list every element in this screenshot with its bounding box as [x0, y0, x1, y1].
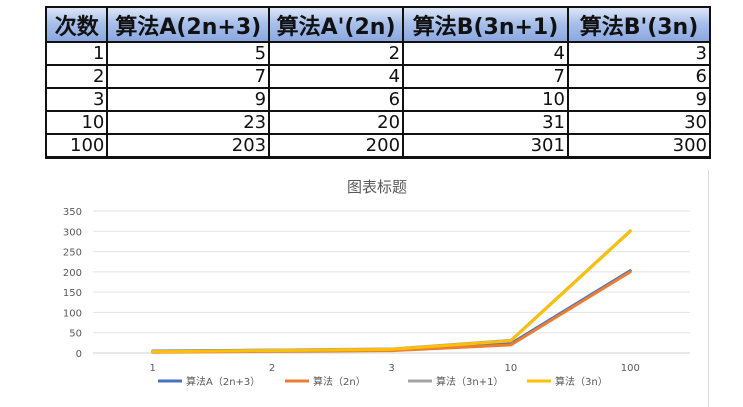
header-algo-a: 算法A(2n+3) — [106, 6, 271, 43]
table-cell: 23 — [106, 111, 271, 135]
table-row: 3 9 6 10 9 — [44, 88, 712, 112]
legend-label: 算法（3n） — [555, 375, 608, 388]
line-chart: 图表标题 0 50 100 150 200 250 300 350 1 2 3 10 100 算法A（… — [63, 178, 690, 388]
table-cell: 10 — [402, 88, 569, 112]
x-tick-label: 2 — [269, 363, 275, 374]
table-cell: 300 — [566, 134, 712, 159]
table-cell: 6 — [268, 88, 405, 112]
y-tick-label: 350 — [63, 207, 82, 218]
table-cell: 9 — [566, 88, 712, 112]
table-cell: 7 — [402, 65, 569, 89]
x-tick-label: 1 — [150, 363, 156, 374]
legend: 算法A（2n+3） 算法（2n） 算法（3n+1） 算法（3n） — [158, 375, 608, 388]
gridlines — [93, 210, 690, 354]
table-cell: 301 — [402, 134, 569, 159]
table-cell: 2 — [268, 42, 405, 66]
y-tick-label: 50 — [69, 329, 82, 340]
y-tick-label: 0 — [76, 349, 82, 360]
series-line-3 — [151, 229, 632, 353]
y-tick-label: 200 — [63, 268, 82, 279]
panel-divider — [708, 170, 709, 407]
table-row: 1 5 2 4 3 — [44, 42, 712, 66]
header-algo-b: 算法B(3n+1) — [402, 6, 569, 43]
table-row: 2 7 4 7 6 — [44, 65, 712, 89]
table-cell: 30 — [566, 111, 712, 135]
table-cell: 3 — [566, 42, 712, 66]
table-cell: 203 — [106, 134, 271, 159]
series-line-4 — [151, 229, 632, 354]
table-cell: 100 — [44, 134, 109, 159]
header-algo-b-prime: 算法B'(3n) — [566, 6, 712, 43]
table-cell: 5 — [106, 42, 271, 66]
table-cell: 4 — [268, 65, 405, 89]
table-cell: 9 — [106, 88, 271, 112]
table-cell: 4 — [402, 42, 569, 66]
table-cell: 2 — [44, 65, 109, 89]
data-table: 次数 算法A(2n+3) 算法A'(2n) 算法B(3n+1) 算法B'(3n)… — [44, 6, 712, 159]
x-tick-label: 3 — [388, 363, 394, 374]
y-axis-ticks: 0 50 100 150 200 250 300 350 — [63, 207, 82, 360]
y-tick-label: 300 — [63, 227, 82, 238]
x-tick-label: 10 — [505, 363, 518, 374]
legend-label: 算法（3n+1） — [436, 375, 503, 388]
table-cell: 7 — [106, 65, 271, 89]
table-row: 100 203 200 301 300 — [44, 134, 712, 159]
series-line-1 — [151, 269, 632, 353]
legend-label: 算法（2n） — [313, 375, 366, 388]
table-cell: 20 — [268, 111, 405, 135]
table-cell: 200 — [268, 134, 405, 159]
table-cell: 3 — [44, 88, 109, 112]
table-cell: 1 — [44, 42, 109, 66]
y-tick-label: 250 — [63, 248, 82, 259]
table-cell: 10 — [44, 111, 109, 135]
x-axis-ticks: 1 2 3 10 100 — [150, 363, 640, 374]
y-tick-label: 100 — [63, 308, 82, 319]
y-tick-label: 150 — [63, 288, 82, 299]
series-lines — [151, 229, 632, 354]
header-algo-a-prime: 算法A'(2n) — [268, 6, 405, 43]
table-cell: 6 — [566, 65, 712, 89]
x-tick-label: 100 — [621, 363, 640, 374]
table-header-row: 次数 算法A(2n+3) 算法A'(2n) 算法B(3n+1) 算法B'(3n) — [44, 6, 712, 43]
header-count: 次数 — [44, 6, 109, 43]
table-cell: 31 — [402, 111, 569, 135]
table-row: 10 23 20 31 30 — [44, 111, 712, 135]
chart-title: 图表标题 — [347, 178, 407, 196]
legend-label: 算法A（2n+3） — [186, 375, 260, 388]
